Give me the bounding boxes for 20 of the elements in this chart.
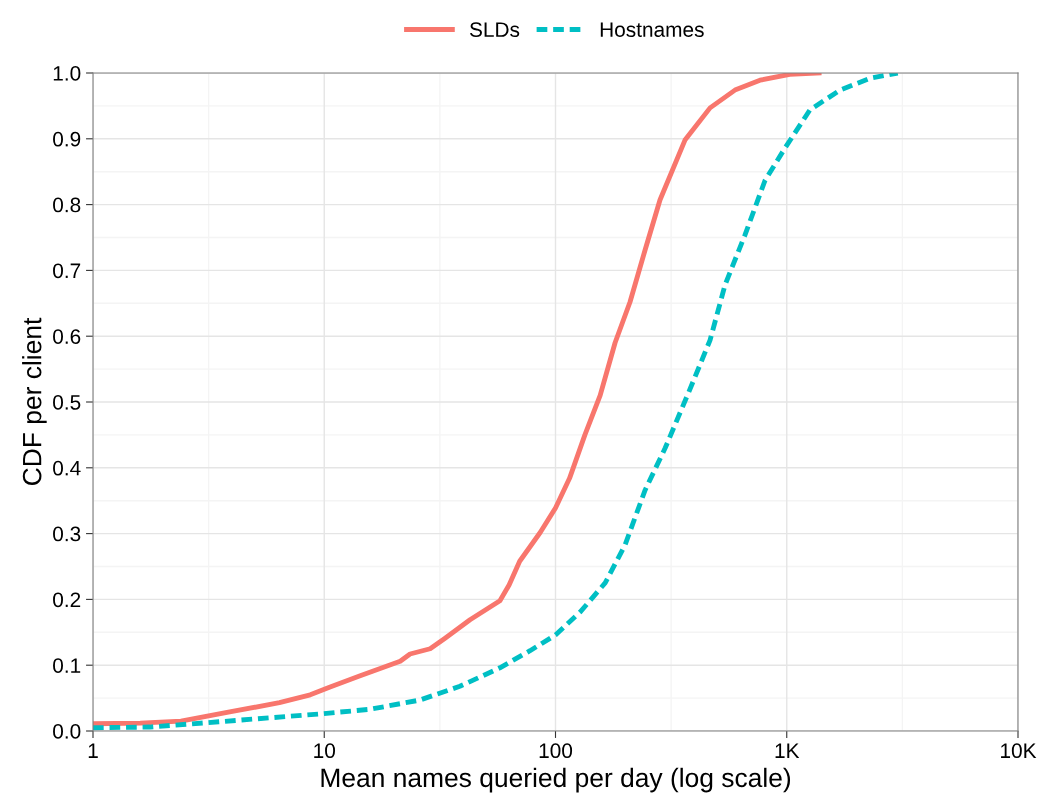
legend-label: Hostnames <box>600 22 704 37</box>
y-tick-label: 0.9 <box>53 131 81 147</box>
y-axis-title: CDF per client <box>22 317 47 485</box>
y-tick-label: 0.2 <box>53 592 81 608</box>
x-tick-label: 1K <box>775 743 800 758</box>
y-tick-label: 0.8 <box>53 197 81 213</box>
y-tick-label: 0.7 <box>53 263 81 279</box>
y-tick-label: 0.0 <box>53 724 81 739</box>
y-tick-label: 0.5 <box>53 395 81 410</box>
y-tick-label: 1.0 <box>53 66 81 81</box>
x-tick-label: 100 <box>539 743 573 759</box>
legend-label: SLDs <box>469 22 520 37</box>
y-tick-label: 0.3 <box>53 526 81 542</box>
y-tick-label: 0.4 <box>53 460 81 476</box>
y-tick-label: 0.1 <box>53 658 81 673</box>
x-tick-label: 1 <box>88 743 98 758</box>
y-tick-label: 0.6 <box>53 329 81 344</box>
x-tick-label: 10K <box>1001 743 1037 759</box>
x-tick-label: 10 <box>314 743 336 759</box>
x-axis-title: Mean names queried per day (log scale) <box>321 767 791 793</box>
